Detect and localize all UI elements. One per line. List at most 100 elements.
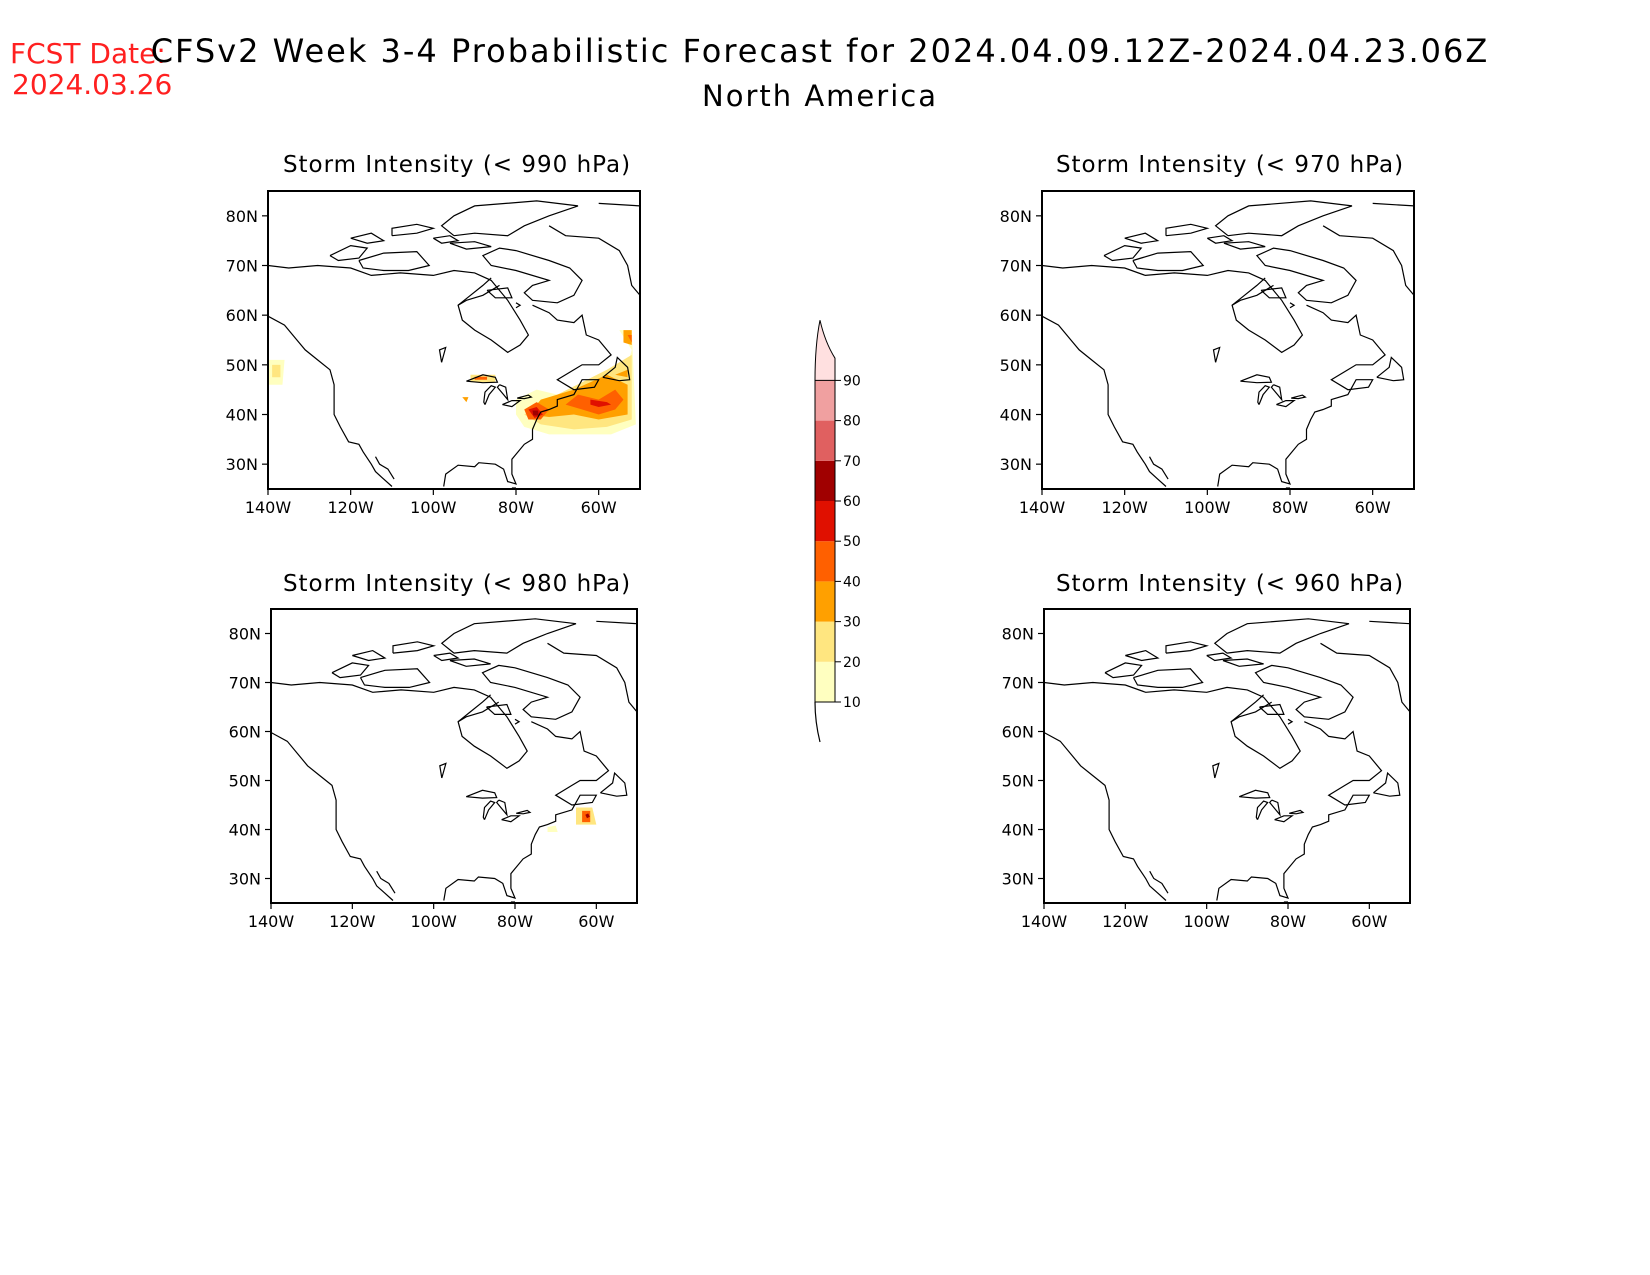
coastline-segment: [1124, 232, 1160, 244]
coastline-segment: [1259, 703, 1285, 715]
coastline-segment: [1212, 762, 1220, 779]
fcst-date: 2024.03.26: [12, 68, 172, 101]
coastline-segment: [1042, 264, 1304, 354]
coastline-segment: [443, 721, 610, 901]
coastline-segment: [449, 241, 492, 250]
colorbar-label: 30: [843, 615, 861, 631]
panel-960: Storm Intensity (< 960 hPa) 80N 70N 60N 50N…: [1002, 571, 1411, 931]
coastline-segment: [483, 385, 497, 405]
lon-tick-label: 60W: [581, 498, 617, 517]
probability-shading: [547, 807, 597, 832]
colorbar-swatch: [815, 541, 835, 582]
coastline-segment: [598, 198, 640, 207]
colorbar-label: 80: [843, 414, 861, 430]
coastline-segment: [600, 771, 628, 797]
probability-area: [547, 825, 558, 832]
coastline-segment: [1291, 394, 1307, 400]
coastline-segment: [516, 809, 532, 815]
map-frame: [267, 190, 641, 490]
coastline-segment: [374, 456, 395, 480]
coastline-segment: [1274, 815, 1294, 823]
lat-tick-label: 40N: [229, 821, 261, 840]
panel-title: Storm Intensity (< 960 hPa): [1056, 571, 1404, 597]
colorbar-label: 10: [843, 695, 861, 711]
coastline-segment: [449, 658, 491, 667]
coastline-segment: [443, 304, 612, 487]
coastline-segment: [439, 762, 447, 779]
probability-area: [474, 376, 488, 380]
lat-tick-label: 70N: [229, 674, 261, 693]
coastline-segment: [376, 870, 396, 894]
coastline-segment: [271, 681, 528, 770]
coastline-segment: [486, 287, 513, 299]
probability-area: [462, 397, 469, 403]
coastline-segment: [1104, 662, 1143, 679]
coastline-segment: [596, 616, 637, 625]
colorbar-swatch: [815, 380, 835, 421]
probability-area: [585, 813, 590, 819]
coastline-segment: [465, 789, 498, 799]
coastline-segment: [457, 701, 500, 723]
lon-tick-label: 80W: [498, 498, 534, 517]
coastline-segment: [1132, 250, 1205, 272]
lat-tick-label: 70N: [1000, 257, 1032, 276]
coastline-segment: [514, 718, 521, 725]
coastline-segment: [1372, 198, 1414, 207]
coastline-segment: [495, 799, 508, 817]
lat-tick-label: 50N: [229, 772, 261, 791]
coastline-segment: [1260, 287, 1287, 299]
coastline-segment: [358, 250, 431, 272]
lon-tick-label: 100W: [410, 498, 457, 517]
map-frame: [1043, 608, 1411, 904]
coastline-segment: [1376, 356, 1405, 382]
coastline-segment: [1276, 400, 1296, 408]
coastline-segment: [515, 302, 522, 309]
probability-area: [590, 399, 612, 408]
coastline-segment: [547, 642, 637, 713]
colorbar-label: 50: [843, 534, 861, 550]
colorbar-swatch: [815, 581, 835, 622]
coastline-segment: [1255, 800, 1269, 820]
lon-tick-label: 140W: [1021, 912, 1068, 931]
coastline-segment: [1257, 385, 1271, 405]
coastline-segment: [1132, 668, 1204, 688]
coastline-segment: [1270, 384, 1283, 402]
coastline-segment: [1042, 315, 1167, 487]
figure-title: CFSv2 Week 3-4 Probabilistic Forecast fo…: [151, 32, 1490, 70]
coastline-segment: [1222, 658, 1264, 667]
probability-area: [623, 330, 632, 345]
coastline-segment: [392, 641, 437, 654]
probability-area: [627, 335, 632, 343]
panel-title: Storm Intensity (< 980 hPa): [283, 571, 631, 597]
panel-970: Storm Intensity (< 970 hPa) 80N 70N 60N 50N…: [1000, 152, 1415, 517]
lat-tick-label: 60N: [226, 306, 258, 325]
coastline-segment: [1268, 799, 1281, 817]
coastline-segment: [1373, 771, 1401, 797]
coastline-segment: [1213, 618, 1350, 654]
coastline-segment: [1148, 456, 1169, 480]
lat-tick-label: 80N: [1002, 625, 1034, 644]
coastline-segment: [1044, 681, 1301, 770]
coastline-segment: [1217, 304, 1386, 487]
lon-tick-label: 140W: [248, 912, 295, 931]
colorbar-label: 20: [843, 655, 861, 671]
lat-tick-label: 70N: [226, 257, 258, 276]
lon-tick-label: 140W: [245, 498, 292, 517]
coastline-segment: [1230, 701, 1273, 723]
coastline-segment: [501, 815, 521, 823]
coastline-segment: [1165, 223, 1210, 237]
lat-tick-label: 50N: [1002, 772, 1034, 791]
panel-title: Storm Intensity (< 970 hPa): [1056, 152, 1404, 178]
coastline-segment: [482, 800, 496, 820]
colorbar-cap: [814, 320, 836, 381]
lon-tick-label: 120W: [327, 498, 374, 517]
lon-tick-label: 120W: [329, 912, 376, 931]
colorbar-tail: [814, 701, 821, 743]
coastline-segment: [481, 664, 581, 720]
coastline-segment: [1240, 374, 1273, 384]
lon-tick-label: 120W: [1101, 498, 1148, 517]
coastline-segment: [1238, 789, 1271, 799]
lon-tick-label: 80W: [497, 912, 533, 931]
panel-title: Storm Intensity (< 990 hPa): [283, 152, 631, 178]
